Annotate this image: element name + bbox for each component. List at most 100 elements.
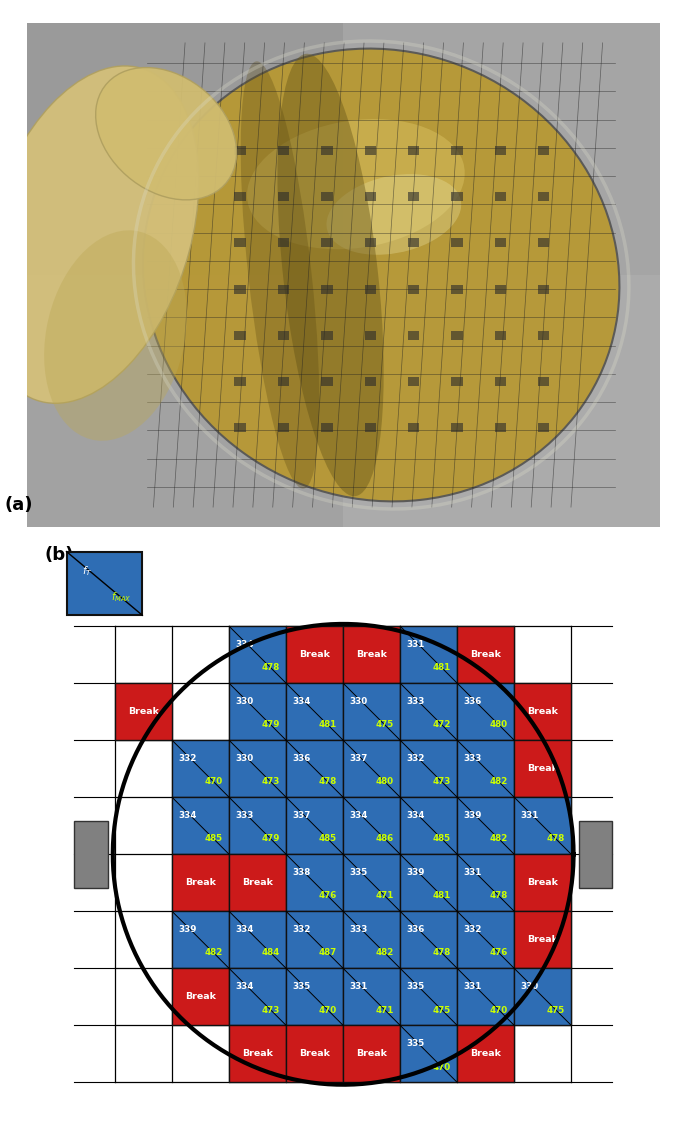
Bar bbox=[172, 741, 229, 797]
Text: 486: 486 bbox=[376, 835, 394, 844]
Text: Break: Break bbox=[299, 650, 330, 659]
Text: 480: 480 bbox=[490, 720, 508, 729]
Text: 470: 470 bbox=[490, 1006, 508, 1015]
Bar bbox=[452, 285, 463, 294]
Text: $f_{MAX}$: $f_{MAX}$ bbox=[111, 591, 131, 604]
Text: 335: 335 bbox=[349, 868, 367, 877]
Bar bbox=[538, 192, 549, 201]
Bar bbox=[286, 912, 343, 968]
Text: Break: Break bbox=[527, 764, 559, 773]
Bar bbox=[172, 854, 229, 912]
Text: 476: 476 bbox=[318, 891, 337, 900]
Ellipse shape bbox=[277, 53, 384, 497]
Text: Break: Break bbox=[185, 879, 216, 887]
Text: 482: 482 bbox=[490, 835, 508, 844]
Bar bbox=[457, 626, 514, 683]
Bar bbox=[321, 146, 332, 155]
Bar bbox=[400, 683, 457, 741]
Text: 479: 479 bbox=[262, 835, 280, 844]
Bar bbox=[343, 626, 400, 683]
Bar bbox=[278, 238, 289, 247]
Text: 334: 334 bbox=[236, 925, 254, 934]
Bar bbox=[400, 912, 457, 968]
Text: Break: Break bbox=[527, 936, 559, 945]
Bar bbox=[452, 331, 463, 340]
Text: (b): (b) bbox=[44, 545, 73, 564]
Text: Break: Break bbox=[527, 879, 559, 887]
Bar bbox=[234, 238, 246, 247]
Bar bbox=[457, 683, 514, 741]
Text: 478: 478 bbox=[490, 891, 508, 900]
Text: Break: Break bbox=[356, 650, 387, 659]
Bar bbox=[286, 968, 343, 1025]
Bar bbox=[538, 331, 549, 340]
Bar bbox=[538, 238, 549, 247]
Bar bbox=[172, 797, 229, 854]
Bar bbox=[514, 854, 571, 912]
Bar bbox=[229, 854, 286, 912]
Bar bbox=[365, 146, 376, 155]
Bar bbox=[495, 146, 506, 155]
Text: 485: 485 bbox=[319, 835, 337, 844]
Bar bbox=[495, 192, 506, 201]
Bar bbox=[457, 912, 514, 968]
Text: Break: Break bbox=[299, 1049, 330, 1058]
Bar bbox=[452, 192, 463, 201]
Text: 476: 476 bbox=[490, 948, 508, 957]
Bar bbox=[67, 551, 143, 616]
Bar bbox=[321, 423, 332, 432]
Text: 472: 472 bbox=[433, 720, 451, 729]
Text: 334: 334 bbox=[178, 811, 197, 820]
Bar bbox=[343, 968, 400, 1025]
Text: 331: 331 bbox=[520, 811, 539, 820]
Text: 485: 485 bbox=[205, 835, 223, 844]
Bar bbox=[457, 854, 514, 912]
Bar bbox=[321, 378, 332, 387]
Text: 470: 470 bbox=[318, 1006, 337, 1015]
Bar bbox=[75, 821, 108, 888]
Bar bbox=[400, 797, 457, 854]
Ellipse shape bbox=[96, 68, 236, 200]
Text: 333: 333 bbox=[406, 697, 425, 706]
Bar bbox=[365, 192, 376, 201]
Text: 332: 332 bbox=[464, 925, 482, 934]
Bar bbox=[343, 741, 400, 797]
Bar bbox=[365, 331, 376, 340]
Bar bbox=[229, 1025, 286, 1083]
Text: 473: 473 bbox=[262, 778, 280, 786]
Text: 481: 481 bbox=[318, 720, 337, 729]
Text: 334: 334 bbox=[349, 811, 367, 820]
Bar bbox=[408, 331, 419, 340]
Ellipse shape bbox=[0, 66, 199, 404]
Text: 335: 335 bbox=[406, 1039, 425, 1048]
Text: 478: 478 bbox=[433, 948, 451, 957]
Bar bbox=[286, 626, 343, 683]
Bar bbox=[400, 741, 457, 797]
Text: 332: 332 bbox=[406, 754, 425, 763]
Text: Break: Break bbox=[128, 708, 159, 717]
Text: 331: 331 bbox=[464, 982, 482, 991]
Bar bbox=[343, 1025, 400, 1083]
Bar bbox=[234, 423, 246, 432]
Text: 471: 471 bbox=[376, 1006, 394, 1015]
Text: 336: 336 bbox=[464, 697, 482, 706]
Bar bbox=[234, 285, 246, 294]
Text: 473: 473 bbox=[433, 778, 451, 786]
Bar bbox=[452, 378, 463, 387]
Text: 335: 335 bbox=[292, 982, 311, 991]
Bar bbox=[286, 741, 343, 797]
Bar bbox=[286, 797, 343, 854]
Text: Break: Break bbox=[527, 708, 559, 717]
Bar bbox=[452, 146, 463, 155]
Bar bbox=[321, 238, 332, 247]
Bar bbox=[365, 285, 376, 294]
Text: 336: 336 bbox=[406, 925, 425, 934]
Text: 478: 478 bbox=[318, 778, 337, 786]
Text: 334: 334 bbox=[406, 811, 425, 820]
Bar bbox=[229, 912, 286, 968]
Bar bbox=[408, 285, 419, 294]
Bar bbox=[278, 423, 289, 432]
Text: 330: 330 bbox=[349, 697, 367, 706]
Text: 478: 478 bbox=[262, 663, 280, 672]
Text: 332: 332 bbox=[178, 754, 197, 763]
